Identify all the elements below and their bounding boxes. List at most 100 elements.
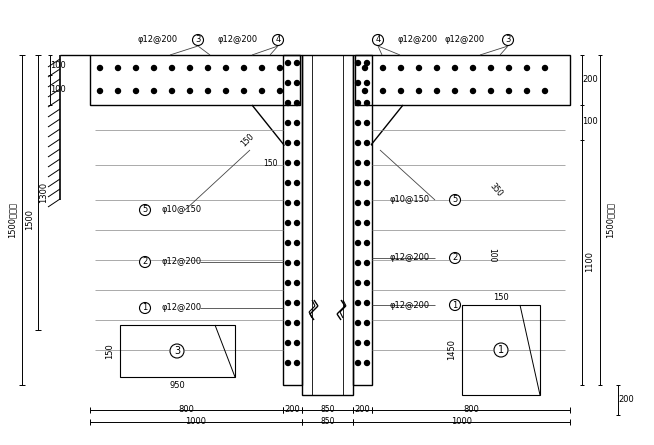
Circle shape [373, 35, 383, 45]
Circle shape [453, 89, 458, 93]
Bar [283, 55, 302, 385]
Circle shape [364, 81, 370, 85]
Circle shape [356, 181, 360, 186]
Circle shape [364, 340, 370, 345]
Text: φ12@200: φ12@200 [445, 36, 485, 44]
Circle shape [356, 81, 360, 85]
Circle shape [205, 89, 211, 93]
Circle shape [294, 221, 300, 226]
Circle shape [356, 201, 360, 206]
Circle shape [286, 280, 290, 286]
Bar [120, 325, 235, 377]
Circle shape [286, 121, 290, 125]
Circle shape [152, 65, 156, 70]
Bar [90, 55, 300, 105]
Circle shape [286, 221, 290, 226]
Circle shape [356, 161, 360, 166]
Text: φ12@200: φ12@200 [138, 36, 178, 44]
Circle shape [398, 65, 404, 70]
Circle shape [364, 181, 370, 186]
Circle shape [286, 240, 290, 246]
Circle shape [170, 344, 184, 358]
Circle shape [286, 61, 290, 65]
Text: 1100: 1100 [585, 251, 594, 272]
Circle shape [277, 65, 283, 70]
Circle shape [286, 300, 290, 306]
Text: φ12@200: φ12@200 [162, 258, 202, 267]
Circle shape [294, 340, 300, 345]
Bar [462, 305, 540, 395]
Circle shape [417, 65, 421, 70]
Text: 200: 200 [284, 405, 300, 414]
Circle shape [364, 61, 370, 65]
Circle shape [356, 360, 360, 365]
Circle shape [277, 89, 283, 93]
Circle shape [286, 201, 290, 206]
Circle shape [434, 89, 439, 93]
Circle shape [506, 89, 511, 93]
Circle shape [364, 141, 370, 146]
Circle shape [294, 101, 300, 105]
Circle shape [494, 343, 508, 357]
Text: 100: 100 [582, 117, 598, 126]
Circle shape [294, 360, 300, 365]
Text: 100: 100 [50, 61, 66, 69]
Circle shape [260, 89, 264, 93]
Circle shape [294, 320, 300, 325]
Circle shape [356, 240, 360, 246]
Circle shape [525, 65, 530, 70]
Text: 1300: 1300 [39, 182, 48, 202]
Text: 2: 2 [143, 258, 148, 267]
Bar [355, 55, 570, 105]
Text: 150: 150 [493, 292, 509, 302]
Circle shape [294, 61, 300, 65]
Circle shape [364, 300, 370, 306]
Circle shape [286, 101, 290, 105]
Circle shape [449, 299, 460, 311]
Circle shape [152, 89, 156, 93]
Circle shape [356, 221, 360, 226]
Text: 950: 950 [169, 380, 185, 389]
Text: 1000: 1000 [186, 417, 207, 426]
Circle shape [224, 89, 228, 93]
Circle shape [525, 89, 530, 93]
Circle shape [506, 65, 511, 70]
Text: 1500挡土侧: 1500挡土侧 [7, 202, 16, 238]
Circle shape [139, 205, 150, 215]
Circle shape [116, 65, 120, 70]
Text: φ10@150: φ10@150 [162, 206, 202, 214]
Circle shape [139, 256, 150, 267]
Text: 3: 3 [174, 346, 180, 356]
Circle shape [381, 89, 385, 93]
Circle shape [224, 65, 228, 70]
Circle shape [188, 89, 192, 93]
Text: 350: 350 [488, 182, 504, 198]
Circle shape [543, 65, 547, 70]
Text: 5: 5 [453, 195, 458, 205]
Circle shape [133, 89, 139, 93]
Text: 1500背土侧: 1500背土侧 [606, 202, 615, 238]
Circle shape [294, 81, 300, 85]
Circle shape [188, 65, 192, 70]
Circle shape [294, 161, 300, 166]
Circle shape [364, 320, 370, 325]
Text: 800: 800 [463, 405, 479, 414]
Text: 1: 1 [498, 345, 504, 355]
Circle shape [294, 121, 300, 125]
Circle shape [192, 35, 203, 45]
Text: 1000: 1000 [451, 417, 472, 426]
Circle shape [364, 161, 370, 166]
Text: φ12@200: φ12@200 [162, 303, 202, 312]
Circle shape [470, 89, 475, 93]
Circle shape [169, 89, 175, 93]
Text: φ12@200: φ12@200 [398, 36, 438, 44]
Circle shape [364, 121, 370, 125]
Circle shape [294, 300, 300, 306]
Circle shape [489, 89, 494, 93]
Circle shape [286, 340, 290, 345]
Text: 200: 200 [582, 76, 598, 85]
Circle shape [294, 201, 300, 206]
Text: 100: 100 [487, 248, 496, 262]
Text: φ12@200: φ12@200 [390, 300, 430, 310]
Circle shape [449, 252, 460, 263]
